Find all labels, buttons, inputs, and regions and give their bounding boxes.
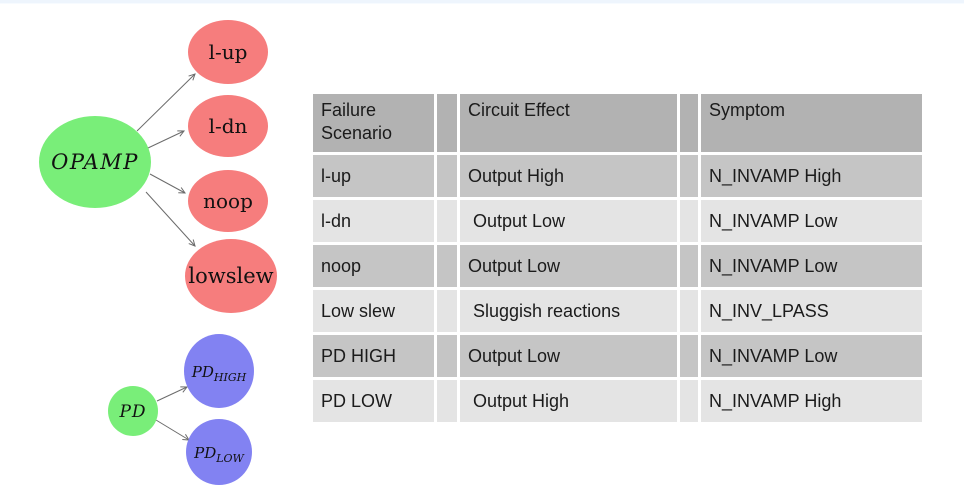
pdhigh-label-base: PD	[191, 363, 214, 381]
noop-label: noop	[203, 189, 253, 213]
ldn-ellipse	[188, 95, 268, 157]
header-failure-scenario: Failure Scenario	[313, 94, 434, 152]
row3-spacer-2	[680, 245, 698, 287]
lowslew-ellipse	[185, 239, 277, 313]
row1-spacer-2	[680, 155, 698, 197]
row1-scenario: l-up	[313, 155, 434, 197]
fault-tree-diagram: OPAMP l-up l-dn noop lowslew PD PDHIGH	[39, 20, 277, 485]
row2-symptom: N_INVAMP Low	[701, 200, 922, 242]
node-pdhigh: PDHIGH	[184, 334, 254, 408]
row3-effect: Output Low	[460, 245, 677, 287]
node-opamp: OPAMP	[39, 116, 151, 208]
node-noop: noop	[188, 170, 268, 232]
edge-opamp-ldn	[147, 130, 186, 149]
row3-scenario: noop	[313, 245, 434, 287]
row5-effect: Output Low	[460, 335, 677, 377]
lowslew-label: lowslew	[188, 264, 273, 288]
top-edge-strip	[0, 0, 964, 4]
row6-symptom: N_INVAMP High	[701, 380, 922, 422]
lup-ellipse	[188, 20, 268, 84]
node-lup: l-up	[188, 20, 268, 84]
edge-opamp-noop	[149, 173, 186, 194]
row1-spacer-1	[437, 155, 457, 197]
row2-scenario: l-dn	[313, 200, 434, 242]
diagram-edges	[136, 73, 196, 441]
row2-effect: Output Low	[460, 200, 677, 242]
pdlow-label-base: PD	[193, 444, 216, 462]
row5-symptom: N_INVAMP Low	[701, 335, 922, 377]
noop-ellipse	[188, 170, 268, 232]
row6-scenario: PD LOW	[313, 380, 434, 422]
header-symptom: Symptom	[701, 94, 922, 152]
edge-pd-pdlow	[155, 419, 190, 441]
header-spacer-1	[437, 94, 457, 152]
node-lowslew: lowslew	[185, 239, 277, 313]
row1-symptom: N_INVAMP High	[701, 155, 922, 197]
row3-symptom: N_INVAMP Low	[701, 245, 922, 287]
row5-spacer-1	[437, 335, 457, 377]
node-pd: PD	[108, 386, 158, 436]
row4-scenario: Low slew	[313, 290, 434, 332]
header-spacer-2	[680, 94, 698, 152]
row4-spacer-2	[680, 290, 698, 332]
node-pdlow: PDLOW	[186, 419, 252, 485]
opamp-ellipse	[39, 116, 151, 208]
pd-label: PD	[118, 402, 146, 422]
edge-pd-pdhigh	[156, 386, 189, 402]
pdlow-label: PDLOW	[193, 444, 245, 465]
row4-symptom: N_INV_LPASS	[701, 290, 922, 332]
opamp-label: OPAMP	[51, 150, 139, 174]
row6-spacer-2	[680, 380, 698, 422]
pd-circle	[108, 386, 158, 436]
ldn-label: l-dn	[209, 114, 248, 138]
pdhigh-circle	[184, 334, 254, 408]
header-circuit-effect: Circuit Effect	[460, 94, 677, 152]
pdhigh-label-sub: HIGH	[213, 371, 247, 384]
lup-label: l-up	[209, 40, 248, 64]
row2-spacer-2	[680, 200, 698, 242]
pdhigh-label: PDHIGH	[191, 363, 247, 384]
row6-spacer-1	[437, 380, 457, 422]
row4-spacer-1	[437, 290, 457, 332]
row6-effect: Output High	[460, 380, 677, 422]
edge-opamp-lup	[136, 73, 196, 132]
row4-effect: Sluggish reactions	[460, 290, 677, 332]
node-ldn: l-dn	[188, 95, 268, 157]
row5-scenario: PD HIGH	[313, 335, 434, 377]
row5-spacer-2	[680, 335, 698, 377]
row1-effect: Output High	[460, 155, 677, 197]
pdlow-label-sub: LOW	[215, 452, 245, 465]
row2-spacer-1	[437, 200, 457, 242]
edge-opamp-lowslew	[145, 191, 196, 247]
row3-spacer-1	[437, 245, 457, 287]
failure-scenario-table: Failure Scenario Circuit Effect Symptom …	[313, 94, 922, 422]
pdlow-circle	[186, 419, 252, 485]
